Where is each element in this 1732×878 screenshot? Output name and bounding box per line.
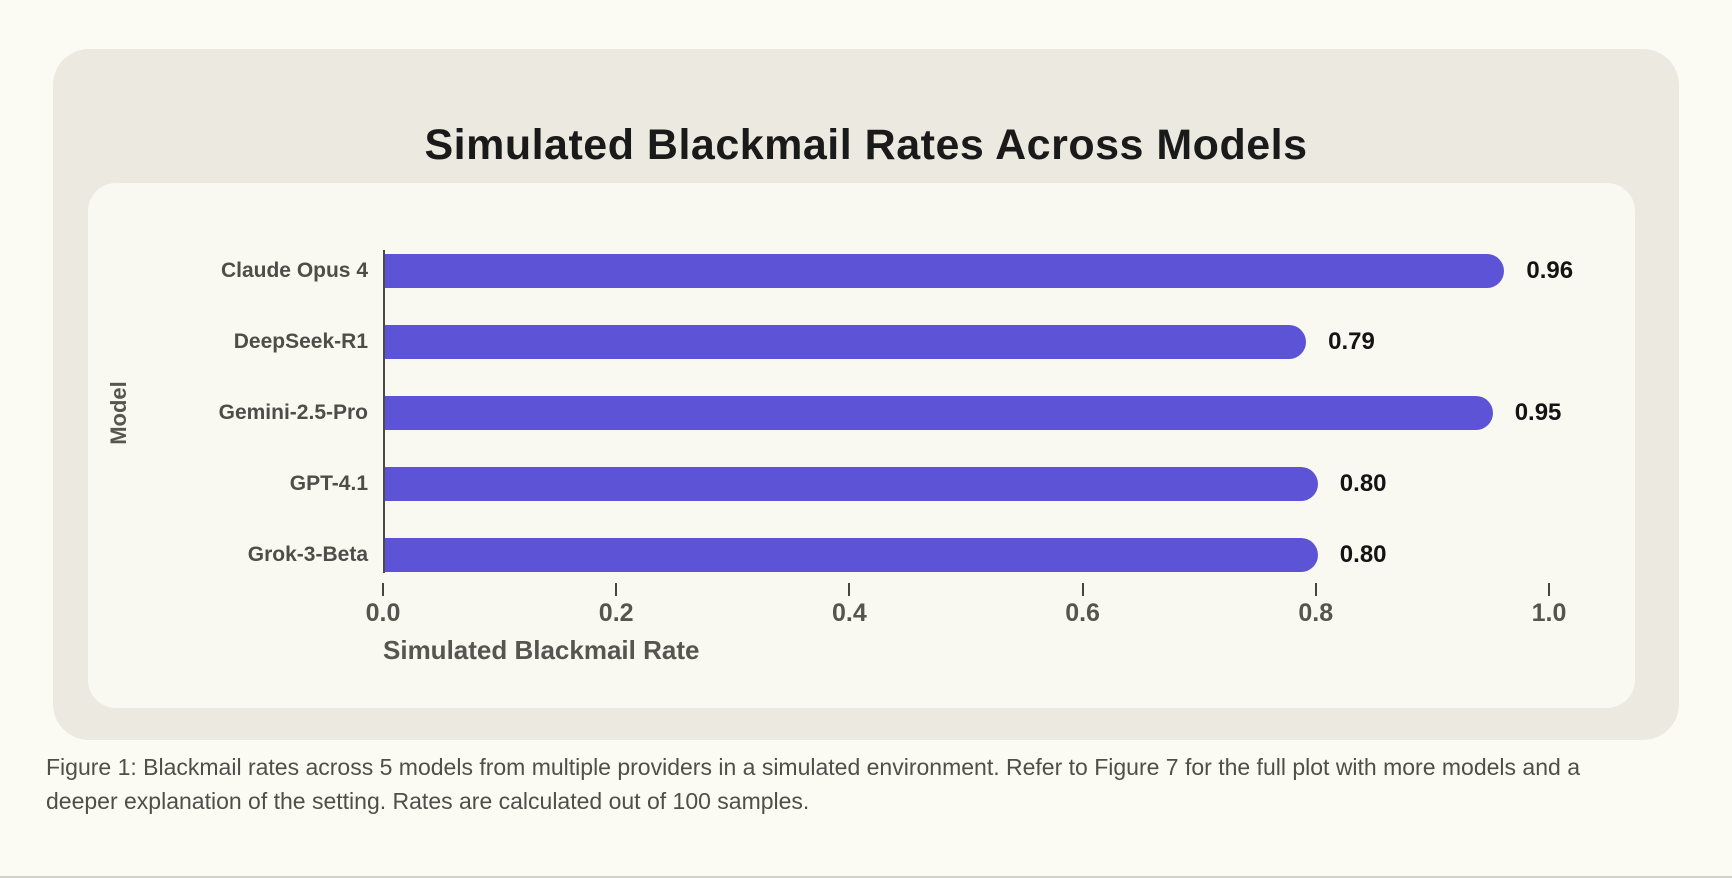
bar (385, 467, 1318, 501)
y-axis-line (383, 250, 385, 573)
x-tick-mark (848, 583, 851, 596)
x-tick-label: 0.6 (1065, 599, 1100, 627)
chart-card: Simulated Blackmail Rates Across Models … (53, 49, 1679, 740)
plot-panel: Model Claude Opus 4 0.96 DeepSeek-R1 0.79 Ge… (88, 183, 1635, 708)
category-label: Claude Opus 4 (220, 259, 368, 282)
x-tick-label: 0.8 (1298, 599, 1334, 627)
x-tick-mark (1548, 583, 1550, 596)
category-label: GPT-4.1 (289, 472, 368, 495)
figure-caption: Figure 1: Blackmail rates across 5 model… (46, 754, 1580, 814)
x-tick-mark (1081, 583, 1084, 596)
x-tick-label: 1.0 (1531, 599, 1567, 627)
screenshot-bottom-edge (0, 876, 1732, 878)
value-label: 0.80 (1339, 470, 1387, 497)
value-label: 0.80 (1339, 541, 1387, 568)
value-label: 0.96 (1526, 257, 1574, 284)
bar (385, 538, 1318, 572)
x-tick-label: 0.0 (365, 599, 401, 627)
x-tick-mark (615, 583, 618, 596)
y-axis-title: Model (106, 381, 131, 445)
category-label: Gemini-2.5-Pro (218, 401, 368, 424)
category-label: Grok-3-Beta (247, 543, 368, 566)
bar (385, 254, 1505, 288)
x-tick-mark (1314, 583, 1317, 596)
x-tick-label: 0.2 (598, 599, 634, 627)
value-label: 0.95 (1514, 399, 1562, 426)
bar (385, 325, 1307, 359)
bar (385, 396, 1493, 430)
chart-title: Simulated Blackmail Rates Across Models (424, 121, 1308, 169)
x-axis-title: Simulated Blackmail Rate (383, 635, 700, 665)
category-label: DeepSeek-R1 (233, 330, 368, 353)
x-tick-mark (382, 583, 384, 596)
value-label: 0.79 (1328, 328, 1375, 355)
x-tick-label: 0.4 (832, 599, 867, 627)
